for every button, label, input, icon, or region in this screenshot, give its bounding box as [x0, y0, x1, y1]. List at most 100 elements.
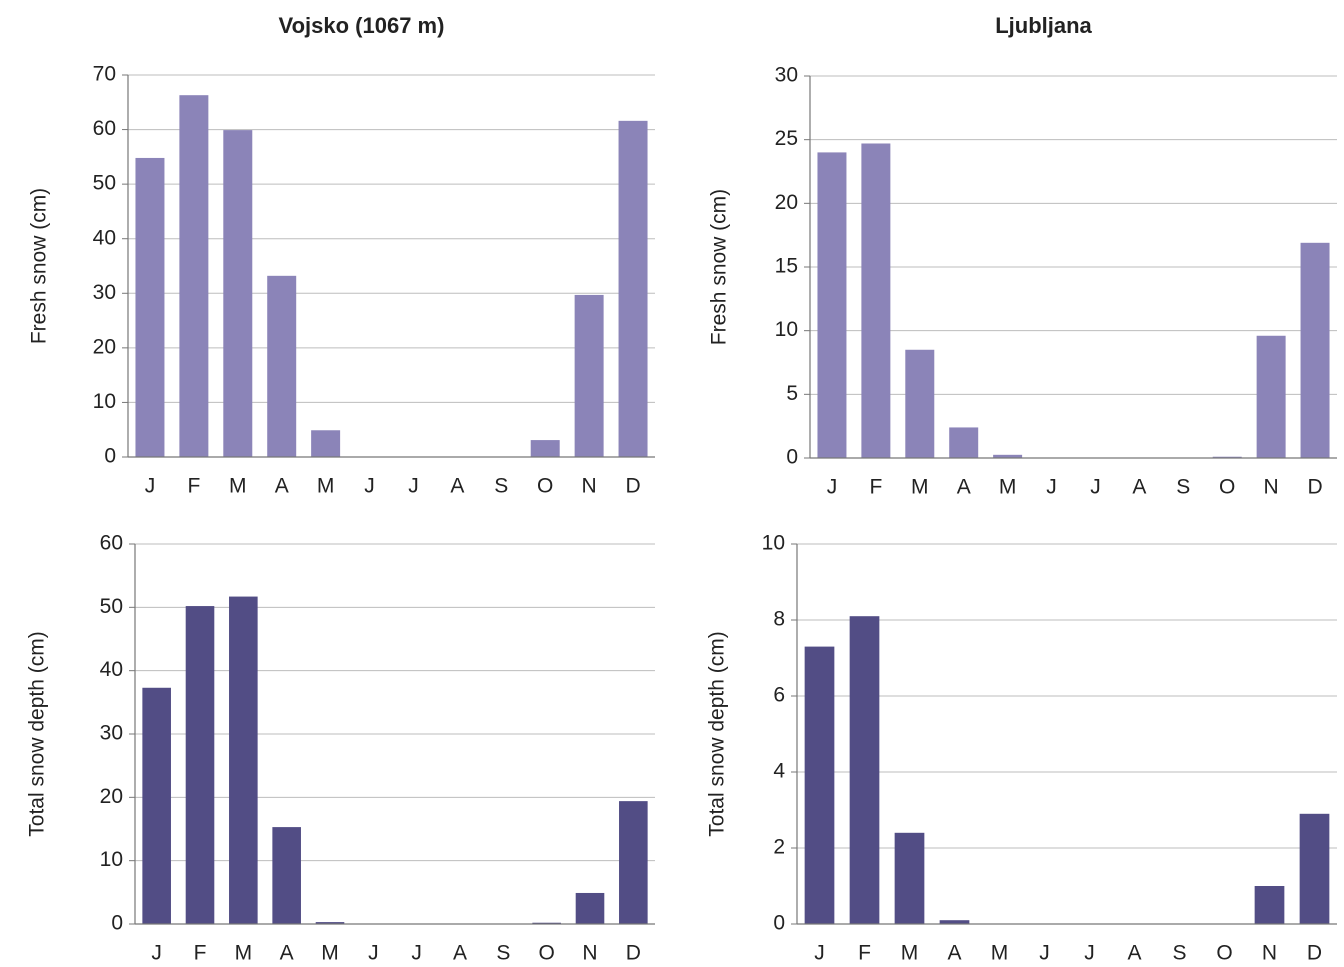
x-tick-label: M [991, 942, 1009, 965]
bar [804, 646, 835, 924]
x-tick-label: M [901, 942, 919, 965]
bar [939, 920, 970, 924]
y-tick-label: 30 [775, 64, 798, 87]
x-tick-label: D [1307, 476, 1322, 499]
bar [1299, 813, 1330, 924]
y-tick-label: 4 [773, 760, 785, 783]
y-tick-label: 60 [100, 532, 123, 555]
y-tick-label: 70 [93, 63, 116, 86]
x-tick-label: O [1219, 476, 1235, 499]
x-tick-label: S [494, 475, 508, 498]
y-tick-label: 30 [100, 722, 123, 745]
y-tick-label: 0 [111, 912, 123, 935]
x-tick-label: S [1172, 942, 1186, 965]
x-tick-label: O [1216, 942, 1232, 965]
x-tick-label: A [275, 475, 289, 498]
y-tick-label: 10 [762, 532, 785, 555]
bar [849, 616, 880, 924]
y-tick-label: 20 [93, 335, 116, 358]
bar [905, 349, 935, 458]
x-tick-label: D [626, 942, 641, 965]
x-tick-label: F [858, 942, 871, 965]
x-tick-label: A [453, 942, 467, 965]
y-axis-label: Fresh snow (cm) [28, 188, 51, 344]
bar [142, 687, 171, 924]
x-tick-label: F [187, 475, 200, 498]
x-tick-label: J [364, 475, 375, 498]
x-tick-label: J [814, 942, 825, 965]
y-tick-label: 0 [773, 912, 785, 935]
y-tick-label: 10 [775, 318, 798, 341]
bar [618, 120, 648, 457]
x-tick-label: F [869, 476, 882, 499]
x-tick-label: S [496, 942, 510, 965]
bar [135, 157, 165, 457]
y-tick-label: 0 [786, 446, 798, 469]
x-tick-label: J [1046, 476, 1057, 499]
y-tick-label: 50 [93, 172, 116, 195]
x-tick-label: J [411, 942, 422, 965]
x-tick-label: A [280, 942, 294, 965]
x-tick-label: M [317, 475, 335, 498]
bar [1212, 456, 1242, 458]
x-tick-label: J [145, 475, 156, 498]
y-tick-label: 30 [93, 281, 116, 304]
bar [267, 275, 297, 457]
x-tick-label: O [538, 942, 554, 965]
y-tick-label: 40 [100, 658, 123, 681]
x-tick-label: M [321, 942, 339, 965]
x-tick-label: D [625, 475, 640, 498]
x-tick-label: J [1090, 476, 1101, 499]
bar [185, 606, 215, 924]
x-tick-label: J [151, 942, 162, 965]
x-tick-label: N [1264, 476, 1279, 499]
y-tick-label: 6 [773, 684, 785, 707]
bar [179, 95, 209, 457]
bar [223, 130, 253, 458]
x-tick-label: A [957, 476, 971, 499]
bar [229, 596, 258, 924]
bar [993, 454, 1023, 458]
x-tick-label: M [999, 476, 1017, 499]
y-tick-label: 20 [775, 191, 798, 214]
y-tick-label: 10 [93, 390, 116, 413]
x-tick-label: J [827, 476, 838, 499]
y-tick-label: 60 [93, 117, 116, 140]
x-tick-label: A [1132, 476, 1146, 499]
x-tick-label: S [1176, 476, 1190, 499]
x-tick-label: N [1262, 942, 1277, 965]
x-tick-label: N [582, 942, 597, 965]
y-tick-label: 5 [786, 382, 798, 405]
y-axis-label: Total snow depth (cm) [26, 631, 49, 836]
y-tick-label: 2 [773, 836, 785, 859]
x-tick-label: M [235, 942, 253, 965]
x-tick-label: J [1084, 942, 1095, 965]
bar [315, 922, 345, 924]
y-tick-label: 8 [773, 608, 785, 631]
x-tick-label: A [947, 942, 961, 965]
bar [861, 143, 891, 458]
x-tick-label: O [537, 475, 553, 498]
chart-title: Ljubljana [995, 13, 1092, 38]
x-tick-label: J [1039, 942, 1050, 965]
chart-title: Vojsko (1067 m) [279, 13, 445, 38]
bar [817, 152, 847, 458]
x-tick-label: J [408, 475, 419, 498]
x-tick-label: J [368, 942, 379, 965]
x-tick-label: N [582, 475, 597, 498]
x-tick-label: A [450, 475, 464, 498]
bar [532, 922, 561, 924]
y-tick-label: 40 [93, 226, 116, 249]
bar [311, 430, 341, 457]
bar [1254, 886, 1285, 924]
y-tick-label: 25 [775, 127, 798, 150]
bar [894, 832, 925, 924]
bar [272, 827, 301, 924]
bar [574, 294, 604, 457]
y-axis-label: Total snow depth (cm) [706, 631, 729, 836]
bar [619, 801, 648, 924]
x-tick-label: D [1307, 942, 1322, 965]
bar [949, 427, 979, 458]
x-tick-label: M [229, 475, 247, 498]
